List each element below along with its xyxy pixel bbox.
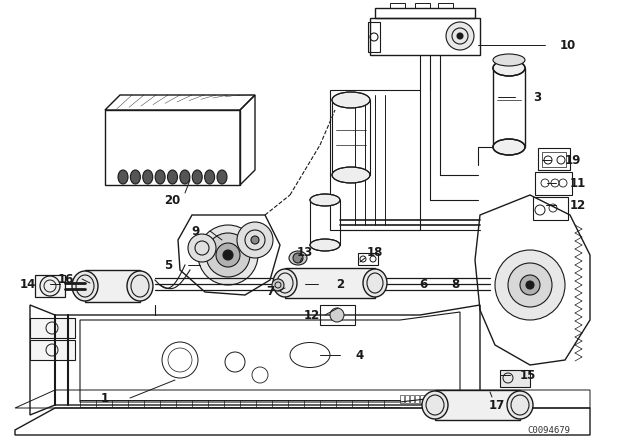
Circle shape bbox=[495, 250, 565, 320]
Ellipse shape bbox=[118, 170, 128, 184]
Ellipse shape bbox=[131, 170, 140, 184]
Text: 12: 12 bbox=[304, 309, 320, 322]
Ellipse shape bbox=[363, 269, 387, 297]
Polygon shape bbox=[285, 268, 375, 298]
Text: 14: 14 bbox=[20, 277, 36, 290]
Text: 17: 17 bbox=[489, 399, 505, 412]
Ellipse shape bbox=[493, 60, 525, 76]
Circle shape bbox=[251, 236, 259, 244]
Text: 3: 3 bbox=[533, 90, 541, 103]
Circle shape bbox=[206, 233, 250, 277]
Text: 5: 5 bbox=[164, 258, 172, 271]
Ellipse shape bbox=[332, 92, 370, 108]
Circle shape bbox=[223, 250, 233, 260]
Ellipse shape bbox=[40, 276, 60, 296]
Circle shape bbox=[237, 222, 273, 258]
Ellipse shape bbox=[507, 391, 533, 419]
Polygon shape bbox=[30, 340, 75, 360]
Text: 13: 13 bbox=[297, 246, 313, 258]
Text: 1: 1 bbox=[101, 392, 109, 405]
Ellipse shape bbox=[310, 239, 340, 251]
Text: 2: 2 bbox=[336, 277, 344, 290]
Circle shape bbox=[272, 279, 284, 291]
Ellipse shape bbox=[273, 269, 297, 297]
Ellipse shape bbox=[180, 170, 190, 184]
Text: 20: 20 bbox=[164, 194, 180, 207]
Text: 16: 16 bbox=[58, 272, 74, 285]
Circle shape bbox=[520, 275, 540, 295]
Ellipse shape bbox=[72, 271, 98, 301]
Polygon shape bbox=[500, 370, 530, 387]
Circle shape bbox=[526, 281, 534, 289]
Text: 7: 7 bbox=[266, 284, 274, 297]
Ellipse shape bbox=[332, 167, 370, 183]
Text: 15: 15 bbox=[520, 369, 536, 382]
Circle shape bbox=[198, 225, 258, 285]
Ellipse shape bbox=[493, 54, 525, 66]
Ellipse shape bbox=[127, 271, 153, 301]
Circle shape bbox=[216, 243, 240, 267]
Text: 10: 10 bbox=[560, 39, 576, 52]
Ellipse shape bbox=[217, 170, 227, 184]
Text: 18: 18 bbox=[367, 246, 383, 258]
Polygon shape bbox=[85, 270, 140, 302]
Circle shape bbox=[293, 253, 303, 263]
Ellipse shape bbox=[310, 194, 340, 206]
Ellipse shape bbox=[205, 170, 214, 184]
Text: C0094679: C0094679 bbox=[527, 426, 570, 435]
Text: 12: 12 bbox=[570, 198, 586, 211]
Ellipse shape bbox=[168, 170, 177, 184]
Ellipse shape bbox=[289, 251, 307, 265]
Circle shape bbox=[446, 22, 474, 50]
Polygon shape bbox=[435, 390, 520, 420]
Circle shape bbox=[330, 308, 344, 322]
Text: 11: 11 bbox=[570, 177, 586, 190]
Text: 4: 4 bbox=[356, 349, 364, 362]
Ellipse shape bbox=[143, 170, 153, 184]
Circle shape bbox=[457, 33, 463, 39]
Text: 8: 8 bbox=[451, 277, 459, 290]
Ellipse shape bbox=[422, 391, 448, 419]
Text: 19: 19 bbox=[565, 154, 581, 167]
Text: 6: 6 bbox=[419, 277, 427, 290]
Ellipse shape bbox=[192, 170, 202, 184]
Polygon shape bbox=[30, 318, 75, 338]
Circle shape bbox=[188, 234, 216, 262]
Text: 9: 9 bbox=[191, 224, 199, 237]
Circle shape bbox=[508, 263, 552, 307]
Ellipse shape bbox=[493, 139, 525, 155]
Ellipse shape bbox=[155, 170, 165, 184]
Polygon shape bbox=[35, 275, 65, 297]
